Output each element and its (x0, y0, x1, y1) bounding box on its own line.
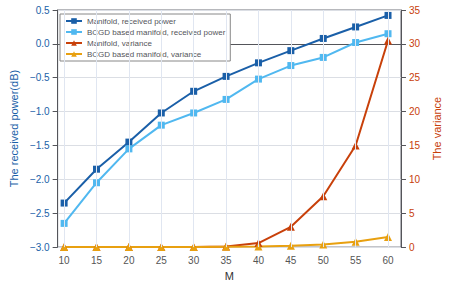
svg-text:0.5: 0.5 (36, 5, 50, 16)
svg-text:The variance: The variance (431, 97, 443, 161)
svg-text:25: 25 (156, 255, 168, 266)
svg-text:Manifold, variance: Manifold, variance (87, 38, 152, 48)
svg-text:0.0: 0.0 (36, 38, 50, 49)
svg-text:40: 40 (253, 255, 265, 266)
svg-text:5: 5 (409, 208, 415, 219)
svg-text:55: 55 (350, 255, 362, 266)
svg-text:35: 35 (409, 5, 421, 16)
svg-text:20: 20 (409, 106, 421, 117)
svg-text:35: 35 (221, 255, 233, 266)
svg-text:−1.0: −1.0 (30, 106, 50, 117)
svg-text:10: 10 (409, 174, 421, 185)
svg-text:25: 25 (409, 72, 421, 83)
svg-text:45: 45 (285, 255, 297, 266)
svg-text:−2.5: −2.5 (30, 208, 50, 219)
svg-text:30: 30 (188, 255, 200, 266)
svg-text:50: 50 (318, 255, 330, 266)
svg-text:−0.5: −0.5 (30, 72, 50, 83)
svg-text:20: 20 (123, 255, 135, 266)
svg-text:0: 0 (409, 242, 415, 253)
svg-text:BCGD based manifold, variance: BCGD based manifold, variance (87, 50, 202, 59)
svg-text:15: 15 (409, 140, 421, 151)
svg-text:30: 30 (409, 38, 421, 49)
svg-text:−1.5: −1.5 (30, 140, 50, 151)
svg-text:The received power(dB): The received power(dB) (8, 70, 20, 187)
svg-text:60: 60 (382, 255, 394, 266)
svg-text:BCGD based manifold, received: BCGD based manifold, received power (87, 28, 226, 37)
svg-text:10: 10 (59, 255, 71, 266)
svg-text:15: 15 (91, 255, 103, 266)
svg-text:M: M (225, 270, 234, 282)
svg-text:−2.0: −2.0 (30, 174, 50, 185)
svg-text:Manifold, received power: Manifold, received power (87, 17, 176, 26)
svg-text:−3.0: −3.0 (30, 242, 50, 253)
